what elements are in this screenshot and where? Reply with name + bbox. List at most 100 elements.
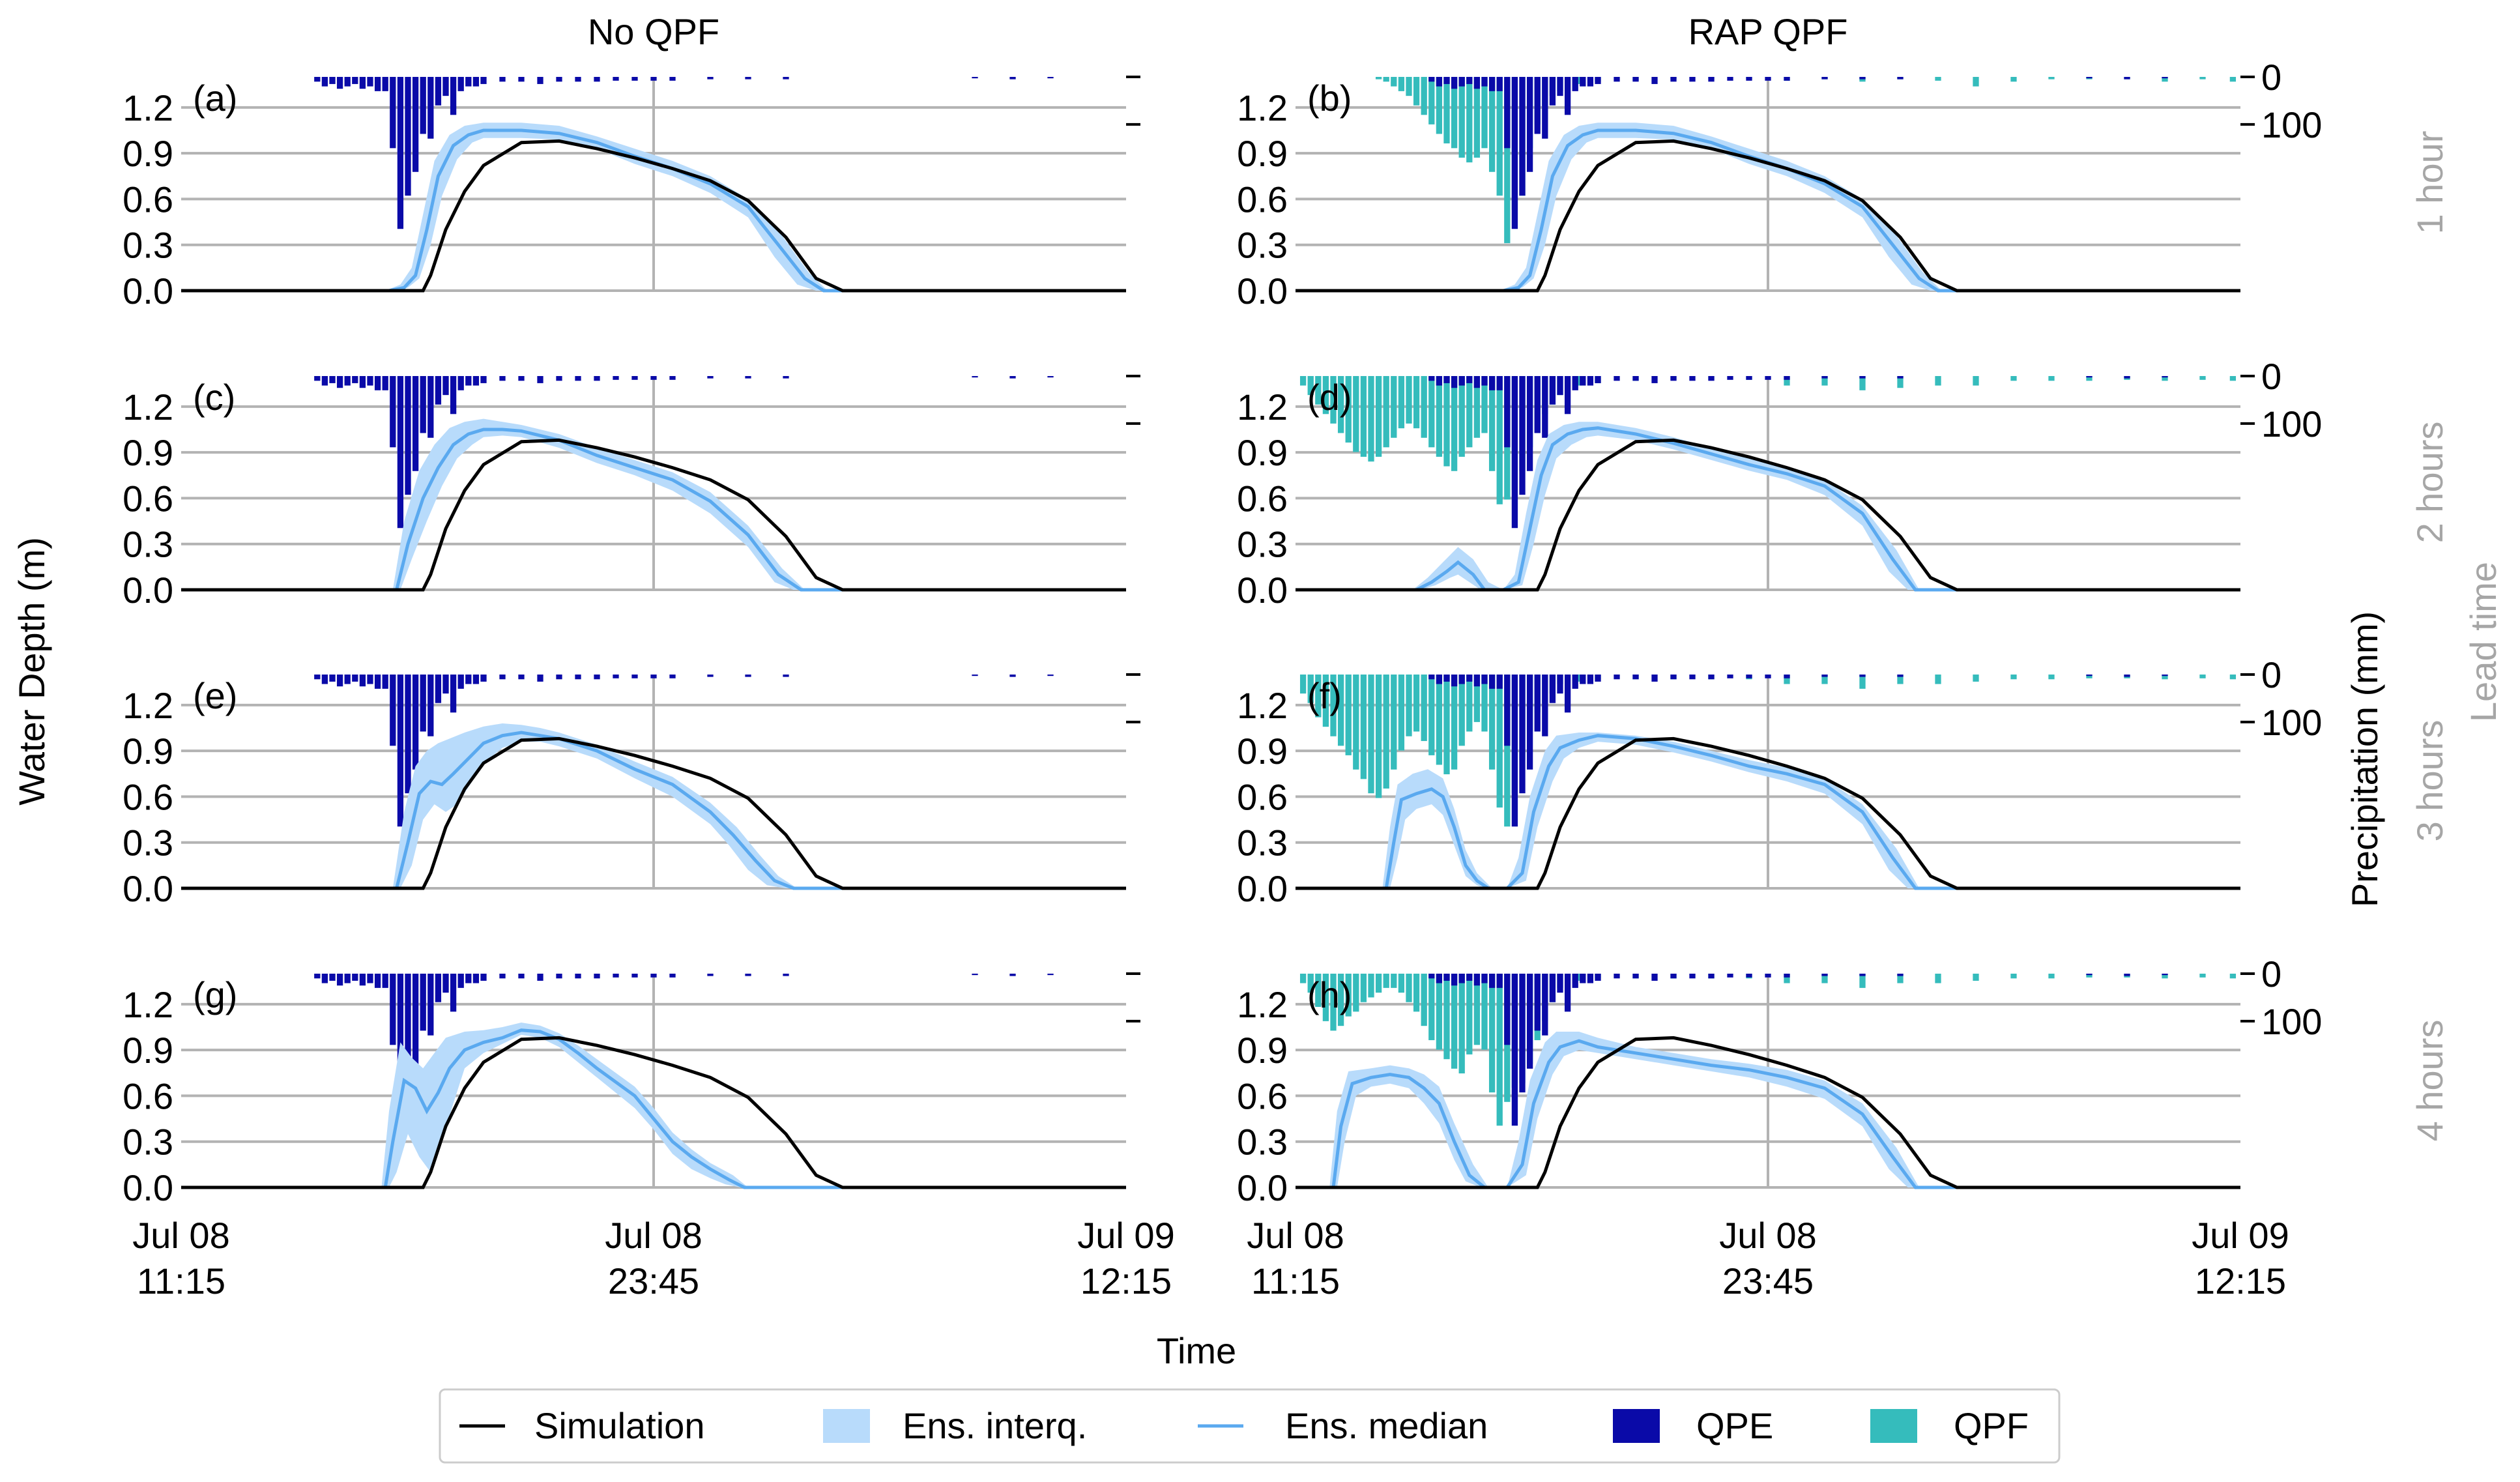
qpe-bar xyxy=(575,77,581,82)
qpe-bar xyxy=(1632,974,1639,979)
ens-median-line xyxy=(181,1028,1126,1189)
qpf-bar xyxy=(1345,675,1352,755)
qpe-bar xyxy=(1632,376,1639,381)
qpf-bar xyxy=(1375,376,1382,457)
qpf-bar xyxy=(1935,376,1941,386)
qpf-bar xyxy=(2048,77,2055,80)
qpe-bar xyxy=(344,77,351,87)
panel: 0.00.3 0.60.9 1.2 0 100 (h) xyxy=(1237,953,2322,1208)
precip-tick-label: 0 xyxy=(2261,356,2281,397)
qpe-bar xyxy=(374,77,381,91)
qpe-bar xyxy=(2124,77,2130,80)
qpe-bar xyxy=(1443,77,1450,84)
qpe-bar xyxy=(1473,974,1481,986)
qpe-bar xyxy=(669,376,676,380)
qpe-bar xyxy=(1784,974,1790,978)
qpf-bar xyxy=(2199,974,2206,978)
x-tick-label-start-time: 11:15 xyxy=(137,1260,225,1301)
qpe-bar xyxy=(1458,376,1465,386)
qpe-bar xyxy=(405,77,411,196)
qpe-bar xyxy=(1451,974,1458,986)
qpe-bar xyxy=(972,974,978,976)
qpf-bar xyxy=(1406,974,1412,1002)
qpe-bar xyxy=(412,675,419,770)
qpe-bar xyxy=(1526,675,1533,770)
panel-label: (e) xyxy=(193,675,237,716)
qpf-bar xyxy=(1353,376,1359,452)
qpe-bar xyxy=(1549,376,1556,405)
qpe-bar xyxy=(1443,376,1450,383)
qpe-bar xyxy=(1746,77,1752,81)
qpf-bar xyxy=(1973,675,1979,682)
x-tick-label-start-time: 11:15 xyxy=(1251,1260,1340,1301)
qpf-bar xyxy=(1315,675,1322,718)
qpe-bar xyxy=(442,675,449,694)
qpe-bar xyxy=(669,77,676,81)
qpf-bar xyxy=(1421,77,1427,115)
lead-time-1-hour: 1 hour xyxy=(2409,131,2450,235)
qpe-bar xyxy=(427,675,434,736)
qpf-bar xyxy=(1466,77,1473,163)
qpf-bar xyxy=(1299,974,1307,983)
simulation-line xyxy=(181,736,1126,890)
qpf-bar xyxy=(1413,376,1420,429)
qpe-bar xyxy=(669,974,676,978)
qpe-bar xyxy=(1784,675,1790,678)
qpf-bar xyxy=(2199,675,2206,678)
qpe-bar xyxy=(1488,675,1496,689)
qpe-bar xyxy=(352,77,358,84)
qpe-bar xyxy=(367,376,373,386)
qpe-bar xyxy=(650,675,657,678)
qpe-bar xyxy=(1821,77,1828,80)
qpe-bar xyxy=(1897,675,1904,677)
qpe-bar xyxy=(1614,376,1620,381)
y-tick-label: 0.6 xyxy=(123,179,173,220)
qpf-bar xyxy=(1428,376,1435,448)
qpf-bar xyxy=(1330,974,1337,1031)
qpe-bar xyxy=(435,675,442,703)
qpf-bar xyxy=(1451,376,1458,471)
qpf-bar xyxy=(1337,376,1344,433)
qpe-bar xyxy=(450,675,457,713)
qpe-bar xyxy=(631,376,638,380)
qpe-bar xyxy=(556,77,562,82)
qpf-bar xyxy=(2048,675,2055,680)
panel-label: (b) xyxy=(1307,78,1352,119)
qpf-bar xyxy=(1897,376,1904,388)
precip-tick-label: 100 xyxy=(2261,104,2322,145)
qpe-bar xyxy=(367,77,373,87)
qpe-bar xyxy=(1727,77,1733,81)
qpe-bar xyxy=(499,675,506,680)
qpf-bar xyxy=(1488,77,1496,172)
panel: 0.0 0.3 0.6 0.91.2 (c) xyxy=(123,375,1140,611)
qpe-bar xyxy=(1443,675,1450,682)
qpe-bar xyxy=(442,974,449,993)
qpe-bar xyxy=(1504,77,1511,149)
qpe-bar xyxy=(650,974,657,978)
qpf-bar xyxy=(1496,974,1503,1126)
qpe-bar xyxy=(707,675,714,677)
qpe-bar xyxy=(1614,77,1620,82)
qpe-bar xyxy=(613,675,619,678)
qpe-bar xyxy=(321,974,328,983)
qpf-bar xyxy=(1496,376,1503,504)
qpf-bar xyxy=(1443,376,1450,467)
qpe-bar xyxy=(1580,77,1586,87)
qpe-bar xyxy=(707,376,714,379)
qpe-bar xyxy=(1428,77,1435,82)
qpe-bar xyxy=(390,974,396,1045)
qpe-bar xyxy=(405,675,411,794)
x-tick-label-mid-time: 23:45 xyxy=(608,1260,699,1301)
qpe-bar xyxy=(2086,974,2093,976)
qpf-bar xyxy=(1391,77,1397,87)
y-tick-label: 0.9 xyxy=(123,731,173,772)
qpe-bar xyxy=(435,974,442,1002)
qpf-bar xyxy=(1443,77,1450,144)
qpf-bar xyxy=(1368,376,1374,462)
qpe-bar xyxy=(613,376,619,380)
qpf-bar xyxy=(1458,675,1465,746)
ens-median-line xyxy=(181,128,1126,293)
y-tick-label: 0.6 xyxy=(1237,179,1288,220)
qpe-bar xyxy=(1481,974,1488,983)
